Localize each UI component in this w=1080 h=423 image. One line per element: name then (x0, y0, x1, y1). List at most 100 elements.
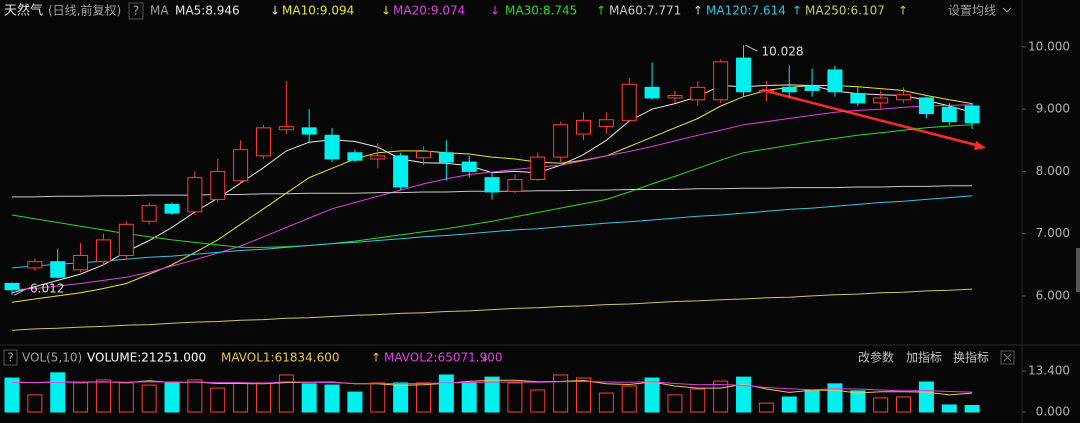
volume-bar (233, 382, 249, 413)
volume-bar (187, 379, 203, 413)
candle-body (964, 105, 980, 124)
volume-bar (324, 384, 340, 413)
candle-body (690, 86, 706, 101)
chart-title: 天然气 (4, 3, 43, 19)
help-box[interactable] (3, 349, 18, 366)
settings-button[interactable]: 设置均线 (948, 4, 996, 18)
candle-body (553, 124, 569, 158)
volume-bar (415, 382, 431, 413)
candle-body (210, 170, 226, 200)
volume-bar (461, 382, 477, 413)
low-annotation: 6.012 (30, 282, 64, 296)
volume-bar (347, 391, 363, 413)
volume-bar (438, 374, 454, 413)
y-tick-label: 8.000 (1036, 164, 1070, 178)
ma-line (11, 288, 973, 331)
candle-body (370, 155, 386, 160)
candle-body (73, 254, 89, 271)
volume-bar (873, 397, 889, 413)
legend-trend: ↓ (270, 4, 280, 18)
ma-line (11, 104, 973, 291)
candle-body (918, 97, 934, 115)
volume-bar (827, 383, 843, 413)
y-tick-label: 7.000 (1036, 226, 1070, 240)
volume-bar (530, 389, 546, 413)
help-button[interactable]: ? (7, 351, 13, 365)
legend-trend: ↓ (490, 4, 500, 18)
candle-body (873, 97, 889, 104)
volume-bar (576, 377, 591, 413)
candle-body (461, 161, 477, 172)
help-box[interactable] (128, 2, 144, 20)
candle-body (347, 152, 363, 161)
y-tick-label: 13.400 (1028, 363, 1070, 377)
legend-trend: ↑ (693, 4, 703, 18)
candle-body (827, 69, 843, 93)
candle-body (781, 86, 797, 93)
volume-bar (850, 390, 866, 413)
annotation-leader (13, 288, 27, 296)
candle-body (4, 282, 20, 291)
candle-body (736, 57, 752, 93)
volume-bar (255, 382, 271, 413)
trend-arrowhead[interactable] (974, 141, 986, 150)
volume-bar (667, 394, 683, 413)
annotation-leader (745, 44, 758, 52)
candle-body (598, 119, 614, 128)
settings-caret[interactable] (1002, 7, 1012, 13)
volume-bar (644, 377, 660, 413)
candle-body (27, 261, 43, 269)
legend-trend: ↑ (596, 4, 606, 18)
volume-bar (758, 402, 774, 413)
indicator-button[interactable]: 改参数 (858, 350, 894, 365)
indicator-button[interactable]: 换指标 (953, 350, 989, 365)
candle-body (667, 94, 683, 99)
candle-body (758, 89, 774, 93)
candle-body (118, 223, 134, 256)
candle-body (896, 94, 912, 101)
y-tick-label: 0.000 (1036, 405, 1070, 419)
y-tick-label: 6.000 (1036, 288, 1070, 302)
volume-bar (736, 376, 752, 413)
volume-bar (301, 383, 317, 413)
candle-body (438, 152, 454, 163)
candle-body (255, 127, 271, 157)
ma-line (11, 195, 973, 269)
scrollbar[interactable] (1076, 248, 1080, 292)
volume-bar (4, 377, 20, 413)
close-box[interactable] (1000, 350, 1015, 365)
volume-label: VOL(5,10) (22, 351, 82, 365)
candle-body (576, 119, 591, 135)
volume-bar (393, 382, 409, 413)
volume-bar (964, 404, 980, 413)
volume-bar (370, 382, 386, 413)
volume-bar (278, 374, 294, 413)
legend-trend: ↑ (371, 351, 381, 365)
legend-entry: MA20:9.074 (393, 4, 465, 18)
close-icon[interactable] (1003, 353, 1012, 362)
candle-body (484, 177, 500, 193)
help-button[interactable]: ? (133, 4, 139, 18)
volume-bar (141, 384, 157, 413)
volume-legend: VOLUME:21251.000 (87, 351, 206, 365)
mavol-line (12, 380, 973, 393)
legend-entry: MA250:6.107 (805, 4, 885, 18)
volume-bar (118, 382, 134, 413)
candle-body (50, 261, 66, 278)
legend-entry: MAVOL2:65071.900 (384, 351, 503, 365)
legend-entry: MA60:7.771 (609, 4, 681, 18)
indicator-button[interactable]: 加指标 (906, 350, 942, 365)
volume-bar (598, 392, 614, 413)
chart-subtitle: (日线,前复权) (48, 3, 121, 18)
volume-bar (73, 382, 89, 413)
volume-bar (95, 379, 111, 413)
legend-entry: MA5:8.946 (175, 4, 240, 18)
trend-line[interactable] (761, 88, 981, 148)
volume-bar (781, 396, 797, 413)
legend-entry: MA10:9.094 (282, 4, 354, 18)
volume-bar (896, 396, 912, 413)
volume-bar (621, 385, 637, 413)
volume-bar (50, 372, 66, 413)
